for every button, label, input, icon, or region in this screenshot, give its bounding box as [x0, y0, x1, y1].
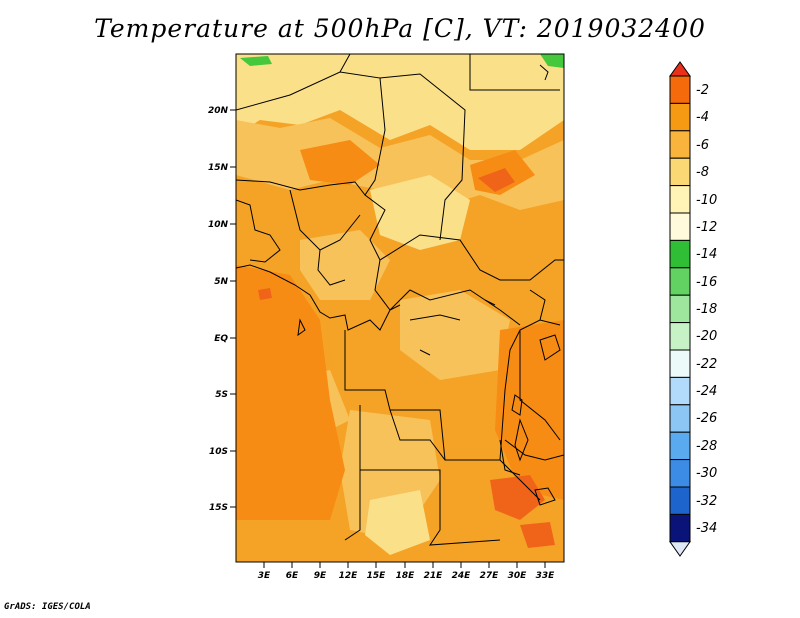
- colorbar-swatch: [669, 130, 691, 159]
- colorbar-swatch: [669, 376, 691, 406]
- lon-label: 6E: [286, 571, 299, 581]
- colorbar-label: -30: [696, 466, 717, 481]
- field-warm-east: [495, 320, 564, 500]
- lon-label: 12E: [339, 571, 359, 581]
- field-hot-south: [490, 475, 545, 520]
- colorbar-label: -32: [696, 494, 717, 509]
- colorbar-label: -26: [696, 411, 717, 426]
- lon-label: 27E: [480, 571, 500, 581]
- colorbar-swatch: [669, 322, 691, 351]
- lon-label: 21E: [424, 571, 444, 581]
- colorbar-label: -4: [696, 110, 709, 125]
- lat-label: 20N: [208, 106, 229, 116]
- credit-text: GrADS: IGES/COLA: [4, 602, 91, 612]
- lat-label: 10N: [208, 220, 229, 230]
- lon-label: 9E: [314, 571, 327, 581]
- colorbar-label: -22: [696, 357, 717, 372]
- field-hot-west: [258, 288, 272, 300]
- field-green-nw: [240, 56, 272, 66]
- colorbar-swatch: [669, 267, 691, 296]
- colorbar-swatch: [669, 486, 691, 515]
- colorbar-swatch: [669, 513, 691, 543]
- colorbar-label: -24: [696, 384, 717, 399]
- lat-label: 5N: [214, 277, 228, 287]
- colorbar-label: -18: [696, 302, 717, 317]
- colorbar-swatch: [669, 404, 691, 433]
- colorbar-label: -10: [696, 193, 717, 208]
- colorbar-swatch: [669, 75, 691, 104]
- lon-label: 3E: [258, 571, 271, 581]
- colorbar-swatch: [669, 157, 691, 187]
- lon-label: 18E: [396, 571, 416, 581]
- colorbar-swatch: [669, 185, 691, 214]
- colorbar-swatch: [669, 349, 691, 378]
- field-hot-ne: [478, 168, 515, 192]
- field-pale-central: [370, 175, 470, 250]
- lat-label: EQ: [214, 334, 228, 344]
- lat-label: 5S: [215, 390, 228, 400]
- lat-label: 10S: [209, 447, 228, 457]
- field-warm-ocean: [236, 265, 345, 520]
- field-pale-south: [365, 490, 430, 555]
- colorbar-label: -6: [696, 138, 709, 153]
- field-light-congo: [400, 290, 510, 380]
- lon-label: 30E: [508, 571, 528, 581]
- colorbar-label: -20: [696, 329, 717, 344]
- colorbar-label: -2: [696, 83, 709, 98]
- lon-label: 33E: [536, 571, 556, 581]
- colorbar-swatch: [669, 239, 691, 269]
- field-hot-se: [520, 522, 555, 548]
- lon-label: 15E: [367, 571, 387, 581]
- colorbar-label: -12: [696, 220, 717, 235]
- lat-label: 15N: [208, 163, 229, 173]
- field-warm-north: [300, 140, 380, 185]
- lon-axis: 3E 6E 9E 12E 15E 18E 21E 24E 27E 30E 33E: [258, 562, 555, 581]
- colorbar-label: -28: [696, 439, 717, 454]
- map-title: Temperature at 500hPa [C], VT: 201903240…: [94, 14, 706, 43]
- colorbar-swatch: [669, 294, 691, 324]
- colorbar-top-arrow: [669, 61, 691, 77]
- field-light-mid: [300, 230, 390, 300]
- colorbar-swatch: [669, 212, 691, 241]
- colorbar-label: -34: [696, 521, 717, 536]
- lat-axis: 20N 15N 10N 5N EQ 5S 10S 15S: [208, 106, 236, 513]
- colorbar-swatch: [669, 102, 691, 132]
- field-pale-north: [236, 54, 564, 150]
- colorbar-swatch: [669, 459, 691, 488]
- map-frame: [235, 53, 565, 563]
- country-borders: [236, 54, 564, 546]
- colorbar-label: -16: [696, 275, 717, 290]
- colorbar-bottom-arrow: [669, 541, 691, 557]
- colorbar-swatch: [669, 431, 691, 461]
- colorbar-label: -8: [696, 165, 709, 180]
- lon-label: 24E: [452, 571, 472, 581]
- field-green-ne: [540, 54, 564, 68]
- temperature-field: [236, 54, 564, 562]
- lat-label: 15S: [209, 503, 228, 513]
- colorbar-label: -14: [696, 247, 717, 262]
- colorbar: -2 -4 -6 -8 -10 -12 -14 -16 -18 -20 -22 …: [669, 61, 717, 557]
